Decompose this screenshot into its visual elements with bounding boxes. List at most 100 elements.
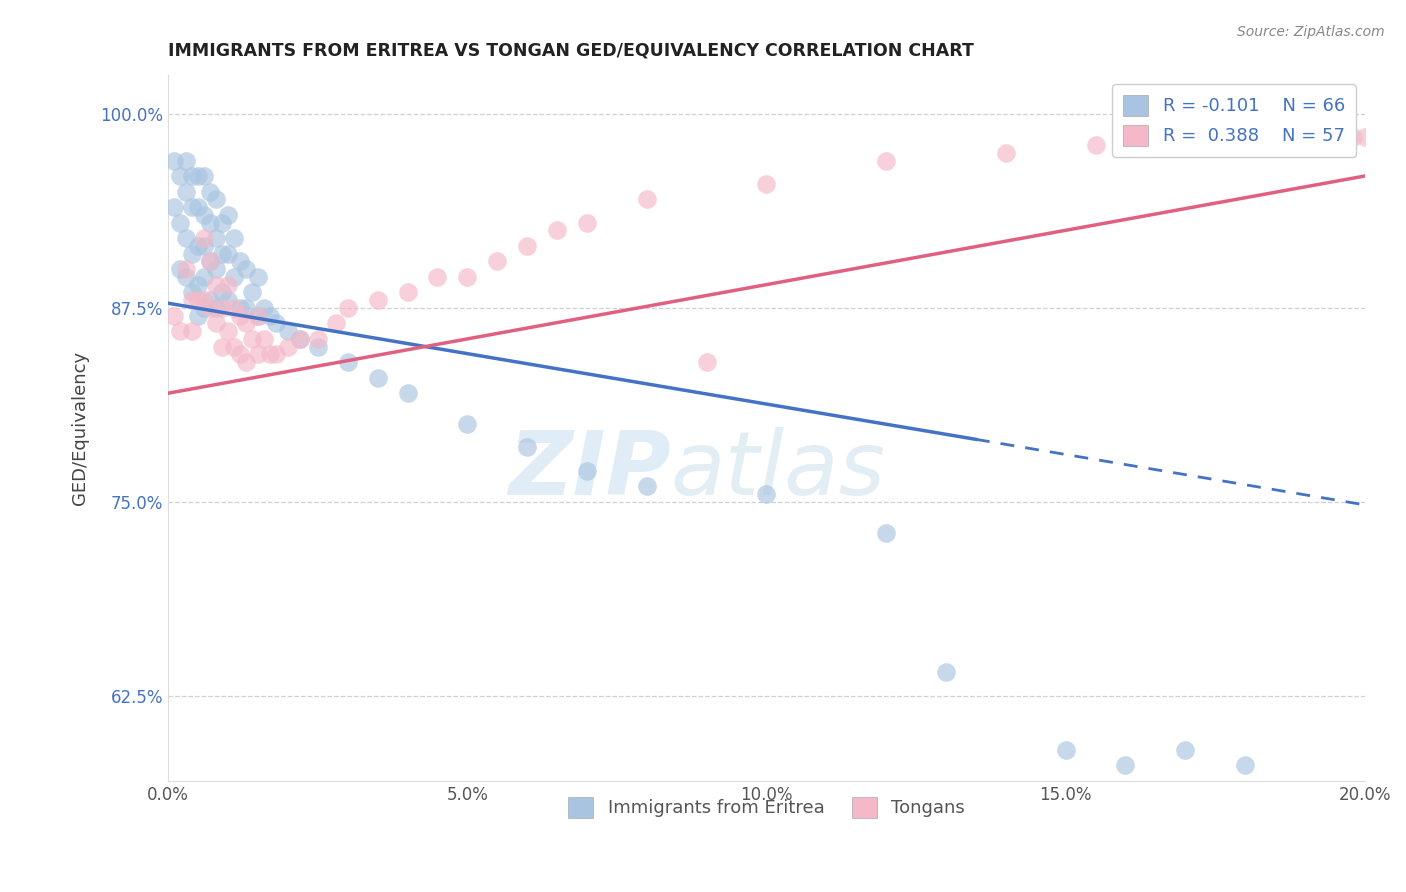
Point <box>198 185 221 199</box>
Point <box>636 479 658 493</box>
Point <box>1204 130 1226 145</box>
Point <box>193 239 215 253</box>
Point <box>1341 130 1364 145</box>
Point <box>264 347 287 361</box>
Point <box>187 200 209 214</box>
Point <box>205 317 228 331</box>
Point <box>198 254 221 268</box>
Point <box>187 277 209 292</box>
Point <box>169 262 191 277</box>
Point <box>217 277 239 292</box>
Point <box>246 309 269 323</box>
Point <box>935 665 957 680</box>
Point <box>205 262 228 277</box>
Point <box>486 254 509 268</box>
Point <box>253 332 276 346</box>
Point <box>193 231 215 245</box>
Point <box>516 441 538 455</box>
Point <box>1084 138 1107 153</box>
Text: Source: ZipAtlas.com: Source: ZipAtlas.com <box>1237 25 1385 39</box>
Point <box>211 285 233 300</box>
Point <box>205 231 228 245</box>
Point <box>211 301 233 315</box>
Point <box>288 332 311 346</box>
Point <box>367 370 389 384</box>
Point <box>575 216 598 230</box>
Point <box>1234 130 1257 145</box>
Point <box>229 254 252 268</box>
Point <box>169 169 191 183</box>
Point <box>636 192 658 206</box>
Point <box>163 309 186 323</box>
Point <box>456 417 478 432</box>
Point <box>217 293 239 307</box>
Point <box>205 192 228 206</box>
Point <box>174 153 197 168</box>
Point <box>1323 130 1346 145</box>
Point <box>246 309 269 323</box>
Point <box>546 223 568 237</box>
Point <box>205 301 228 315</box>
Point <box>217 208 239 222</box>
Point <box>1144 130 1167 145</box>
Point <box>222 301 245 315</box>
Point <box>187 309 209 323</box>
Point <box>259 347 281 361</box>
Point <box>1174 743 1197 757</box>
Point <box>211 246 233 260</box>
Point <box>277 324 299 338</box>
Point <box>516 239 538 253</box>
Point <box>181 200 204 214</box>
Point <box>325 317 347 331</box>
Point <box>222 231 245 245</box>
Point <box>240 332 263 346</box>
Point <box>396 386 419 401</box>
Point <box>336 355 359 369</box>
Point <box>193 293 215 307</box>
Point <box>229 347 252 361</box>
Point <box>755 487 778 501</box>
Point <box>169 216 191 230</box>
Y-axis label: GED/Equivalency: GED/Equivalency <box>72 351 89 505</box>
Point <box>1264 130 1286 145</box>
Point <box>229 301 252 315</box>
Point <box>288 332 311 346</box>
Point <box>264 317 287 331</box>
Point <box>235 317 257 331</box>
Point <box>875 525 897 540</box>
Point <box>174 262 197 277</box>
Point <box>193 301 215 315</box>
Point <box>875 153 897 168</box>
Point <box>235 301 257 315</box>
Point <box>205 277 228 292</box>
Point <box>246 347 269 361</box>
Point <box>240 285 263 300</box>
Point <box>174 185 197 199</box>
Point <box>198 293 221 307</box>
Point <box>246 269 269 284</box>
Point <box>187 239 209 253</box>
Text: ZIP: ZIP <box>508 427 671 514</box>
Point <box>755 177 778 191</box>
Point <box>1114 758 1136 772</box>
Point <box>396 285 419 300</box>
Point <box>217 324 239 338</box>
Point <box>174 269 197 284</box>
Point <box>169 324 191 338</box>
Point <box>211 340 233 354</box>
Point <box>229 309 252 323</box>
Point <box>211 216 233 230</box>
Point <box>193 208 215 222</box>
Point <box>235 262 257 277</box>
Point <box>426 269 449 284</box>
Point <box>994 145 1017 160</box>
Point <box>163 200 186 214</box>
Point <box>1234 758 1257 772</box>
Point <box>696 355 718 369</box>
Point <box>222 269 245 284</box>
Point <box>336 301 359 315</box>
Point <box>198 301 221 315</box>
Text: atlas: atlas <box>671 427 886 514</box>
Point <box>1354 130 1376 145</box>
Point <box>253 301 276 315</box>
